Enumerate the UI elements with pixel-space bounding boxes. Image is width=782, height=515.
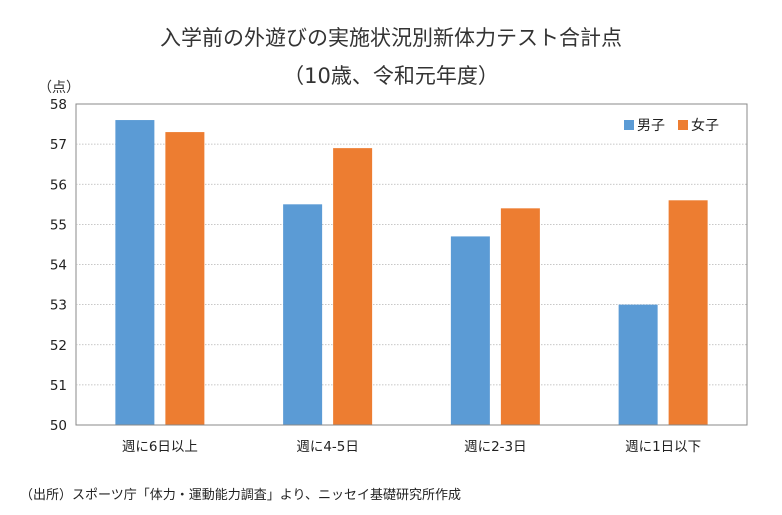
y-tick-label: 53 xyxy=(50,298,67,314)
bar-male xyxy=(115,120,155,426)
bar-female xyxy=(668,200,708,425)
y-tick-label: 54 xyxy=(50,258,67,274)
bar-female xyxy=(500,208,540,425)
chart-title: 入学前の外遊びの実施状況別新体力テスト合計点 xyxy=(160,26,622,50)
source-note: （出所）スポーツ庁「体力・運動能力調査」より、ニッセイ基礎研究所作成 xyxy=(20,488,461,503)
bar-female xyxy=(165,132,205,425)
y-tick-label: 51 xyxy=(50,378,67,394)
bar-male xyxy=(283,204,323,425)
bar-male xyxy=(450,236,490,425)
chart-subtitle: （10歳、令和元年度） xyxy=(283,64,499,88)
x-tick-label: 週に6日以上 xyxy=(122,439,198,455)
y-tick-label: 55 xyxy=(50,217,67,233)
y-tick-label: 58 xyxy=(50,97,67,113)
bar-male xyxy=(618,304,658,425)
y-tick-label: 50 xyxy=(50,418,67,434)
y-axis-unit-label: （点） xyxy=(38,80,80,96)
y-tick-label: 52 xyxy=(50,338,67,354)
bar-female xyxy=(333,148,373,425)
x-tick-label: 週に4-5日 xyxy=(296,439,359,455)
legend-label: 女子 xyxy=(691,117,719,134)
x-tick-label: 週に2-3日 xyxy=(464,439,527,455)
legend-swatch xyxy=(624,120,634,130)
y-tick-label: 56 xyxy=(50,177,67,193)
legend-label: 男子 xyxy=(637,118,665,134)
legend-swatch xyxy=(678,120,688,130)
x-tick-label: 週に1日以下 xyxy=(625,439,701,455)
y-tick-label: 57 xyxy=(50,137,67,153)
